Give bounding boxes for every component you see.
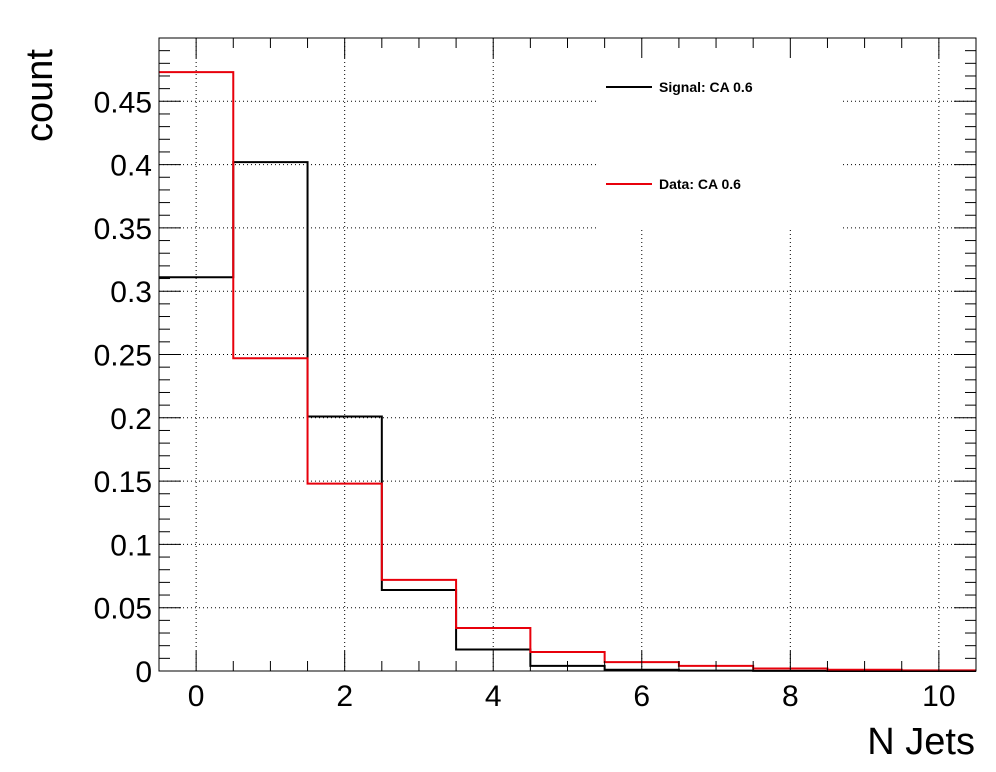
y-tick-label: 0.1 bbox=[110, 529, 152, 562]
y-tick-label: 0.25 bbox=[94, 340, 152, 373]
y-tick-label: 0.05 bbox=[94, 593, 152, 626]
y-tick-label: 0.3 bbox=[110, 276, 152, 309]
legend: Signal: CA 0.6 Data: CA 0.6 bbox=[597, 40, 842, 230]
x-tick-label: 0 bbox=[188, 680, 205, 713]
y-tick-label: 0.45 bbox=[94, 86, 152, 119]
y-tick-label: 0.35 bbox=[94, 213, 152, 246]
legend-label: Signal: CA 0.6 bbox=[659, 79, 753, 95]
legend-box bbox=[597, 40, 842, 230]
y-tick-label: 0 bbox=[135, 656, 152, 689]
x-tick-label: 6 bbox=[633, 680, 650, 713]
y-tick-label: 0.4 bbox=[110, 150, 152, 183]
x-axis-title: N Jets bbox=[867, 721, 975, 763]
y-axis-title: count bbox=[19, 49, 61, 142]
x-tick-label: 2 bbox=[336, 680, 353, 713]
y-tick-label: 0.15 bbox=[94, 466, 152, 499]
x-tick-label: 4 bbox=[485, 680, 502, 713]
tick-labels: 0 2 4 6 8 10 0 0.05 0.1 0.15 0.2 0.25 0.3 0.35 0.4 0.45 bbox=[94, 86, 956, 713]
x-tick-label: 8 bbox=[782, 680, 799, 713]
y-tick-label: 0.2 bbox=[110, 403, 152, 436]
x-tick-label: 10 bbox=[922, 680, 955, 713]
axes bbox=[158, 37, 977, 672]
legend-label: Data: CA 0.6 bbox=[659, 176, 741, 192]
